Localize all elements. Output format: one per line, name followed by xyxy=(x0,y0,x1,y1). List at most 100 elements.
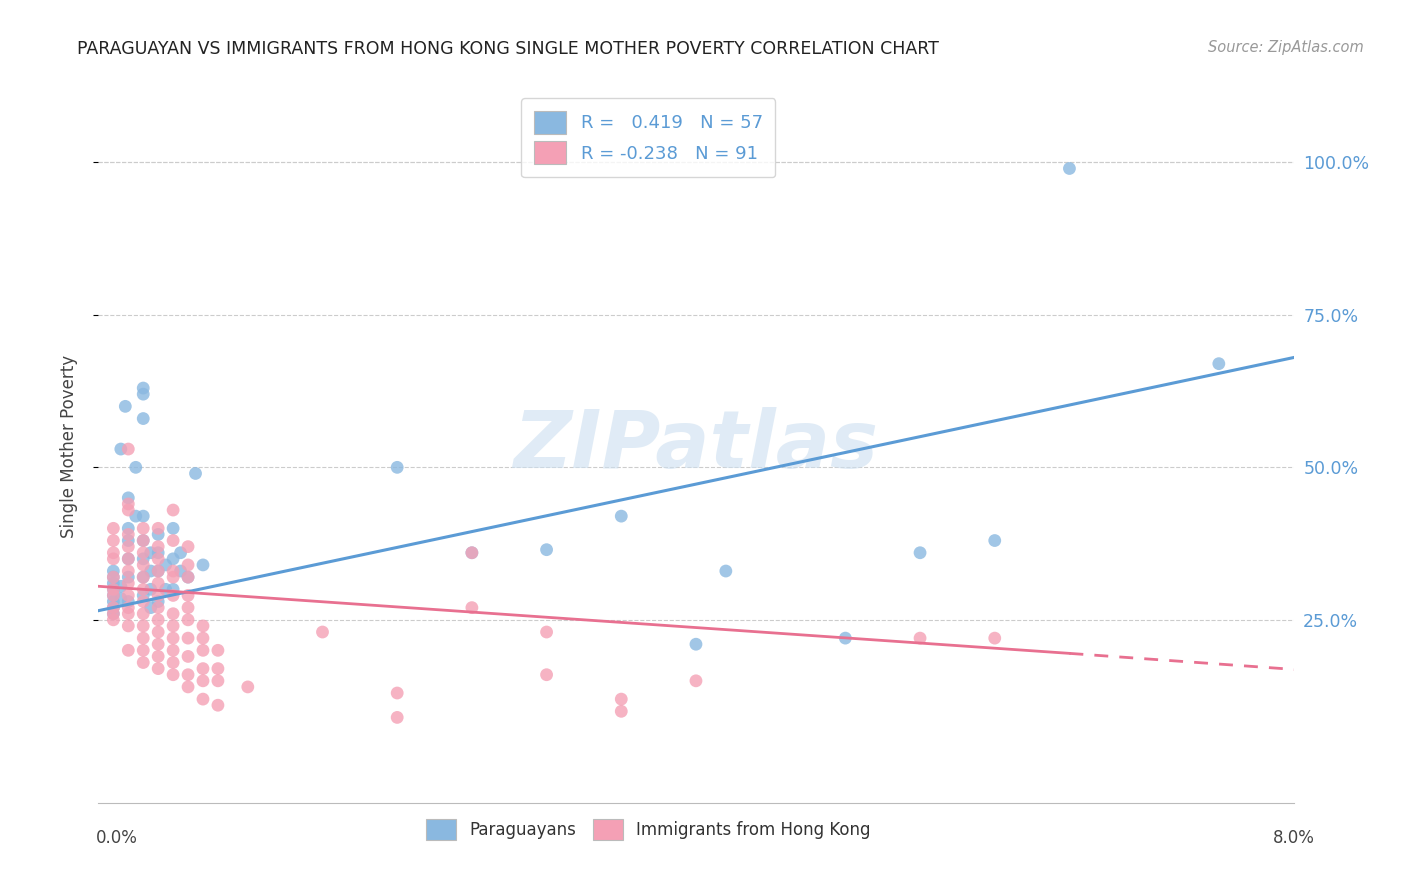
Point xyxy=(177,680,200,694)
Point xyxy=(162,619,184,633)
Point xyxy=(132,594,155,608)
Point xyxy=(148,527,170,541)
Point xyxy=(191,662,214,676)
Point xyxy=(148,662,170,676)
Point xyxy=(114,400,136,414)
Point xyxy=(207,673,229,688)
Point xyxy=(162,631,184,645)
Text: 0.0%: 0.0% xyxy=(96,829,138,847)
Point xyxy=(162,521,184,535)
Point xyxy=(132,381,155,395)
Point xyxy=(148,546,170,560)
Point xyxy=(536,667,558,681)
Point xyxy=(162,582,184,597)
Point xyxy=(125,460,148,475)
Point xyxy=(117,570,139,584)
Point xyxy=(117,564,139,578)
Point xyxy=(117,589,139,603)
Point xyxy=(984,533,1007,548)
Point xyxy=(169,546,191,560)
Point xyxy=(117,527,139,541)
Point xyxy=(117,533,139,548)
Point xyxy=(207,643,229,657)
Point xyxy=(177,631,200,645)
Point xyxy=(461,546,484,560)
Point xyxy=(117,442,139,456)
Point xyxy=(148,600,170,615)
Point xyxy=(311,625,333,640)
Point xyxy=(162,643,184,657)
Point xyxy=(103,576,125,591)
Point xyxy=(103,570,125,584)
Point xyxy=(177,667,200,681)
Point xyxy=(103,607,125,621)
Point xyxy=(103,546,125,560)
Point xyxy=(148,551,170,566)
Point xyxy=(132,521,155,535)
Point xyxy=(148,564,170,578)
Point xyxy=(148,589,170,603)
Point xyxy=(132,387,155,401)
Point xyxy=(117,643,139,657)
Point xyxy=(148,637,170,651)
Point xyxy=(117,497,139,511)
Point xyxy=(385,710,409,724)
Point xyxy=(132,631,155,645)
Point xyxy=(117,551,139,566)
Point xyxy=(117,521,139,535)
Point xyxy=(117,619,139,633)
Point xyxy=(610,704,633,718)
Point xyxy=(139,546,162,560)
Point xyxy=(117,594,139,608)
Point xyxy=(685,637,707,651)
Point xyxy=(385,460,409,475)
Point xyxy=(117,540,139,554)
Point xyxy=(117,576,139,591)
Point xyxy=(110,442,132,456)
Point xyxy=(132,619,155,633)
Text: Source: ZipAtlas.com: Source: ZipAtlas.com xyxy=(1208,40,1364,55)
Point xyxy=(162,533,184,548)
Point xyxy=(117,551,139,566)
Point xyxy=(908,631,931,645)
Point xyxy=(132,551,155,566)
Point xyxy=(103,570,125,584)
Point xyxy=(148,540,170,554)
Point xyxy=(132,411,155,425)
Point xyxy=(103,613,125,627)
Point xyxy=(103,582,125,597)
Point xyxy=(132,570,155,584)
Point xyxy=(177,600,200,615)
Point xyxy=(103,600,125,615)
Point xyxy=(132,582,155,597)
Point xyxy=(148,613,170,627)
Point xyxy=(103,582,125,597)
Point xyxy=(162,564,184,578)
Point xyxy=(155,558,177,572)
Point xyxy=(132,570,155,584)
Text: PARAGUAYAN VS IMMIGRANTS FROM HONG KONG SINGLE MOTHER POVERTY CORRELATION CHART: PARAGUAYAN VS IMMIGRANTS FROM HONG KONG … xyxy=(77,40,939,58)
Point xyxy=(191,673,214,688)
Point xyxy=(984,631,1007,645)
Point xyxy=(155,582,177,597)
Point xyxy=(177,613,200,627)
Point xyxy=(162,607,184,621)
Point xyxy=(177,589,200,603)
Point xyxy=(103,521,125,535)
Point xyxy=(177,540,200,554)
Point xyxy=(177,558,200,572)
Point xyxy=(207,698,229,713)
Point xyxy=(132,533,155,548)
Point xyxy=(110,579,132,593)
Point xyxy=(461,600,484,615)
Point xyxy=(139,600,162,615)
Point xyxy=(536,542,558,557)
Point xyxy=(148,576,170,591)
Point xyxy=(132,533,155,548)
Text: ZIPatlas: ZIPatlas xyxy=(513,407,879,485)
Text: 8.0%: 8.0% xyxy=(1272,829,1315,847)
Point xyxy=(132,607,155,621)
Point xyxy=(177,570,200,584)
Point xyxy=(117,491,139,505)
Point xyxy=(184,467,207,481)
